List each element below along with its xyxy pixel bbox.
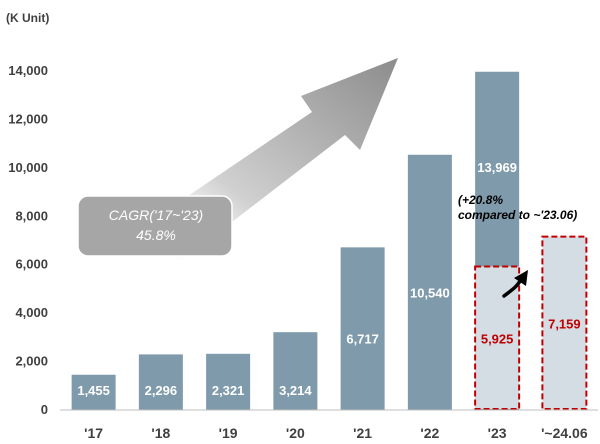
data-label: 6,717: [346, 332, 379, 347]
unit-label: (K Unit): [6, 11, 49, 25]
data-label: 1,455: [77, 383, 110, 398]
y-tick-label: 12,000: [8, 111, 48, 126]
bar: [71, 374, 116, 410]
data-label: 10,540: [410, 285, 450, 300]
growth-note-line1: (+20.8%: [458, 193, 503, 207]
data-label: 2,321: [212, 383, 245, 398]
partial-data-label: 5,925: [481, 331, 514, 346]
x-tick-label: '20: [286, 425, 305, 441]
bars: [71, 71, 588, 411]
x-tick-label: '19: [219, 425, 238, 441]
y-tick-label: 4,000: [15, 305, 48, 320]
y-tick-label: 8,000: [15, 208, 48, 223]
cagr-label: CAGR('17~'23): [109, 207, 203, 223]
y-axis: 0 2,000 4,000 6,000 8,000 10,000 12,000 14,000: [8, 63, 48, 417]
growth-note-line2: compared to ~'23.06): [458, 208, 577, 222]
y-tick-label: 14,000: [8, 63, 48, 78]
x-tick-label: '18: [151, 425, 170, 441]
x-tick-label: '21: [353, 425, 372, 441]
cagr-value: 45.8%: [136, 227, 176, 243]
x-tick-label: '23: [488, 425, 507, 441]
data-label: 7,159: [548, 316, 581, 331]
x-tick-label: '~24.06: [541, 425, 588, 441]
y-tick-label: 2,000: [15, 354, 48, 369]
data-label: 3,214: [279, 383, 312, 398]
y-tick-label: 0: [41, 402, 48, 417]
bar: [340, 247, 385, 410]
data-label: 2,296: [145, 383, 178, 398]
bar: [206, 353, 251, 410]
curved-arrow-head: [514, 270, 528, 286]
cagr-badge: [77, 195, 233, 257]
partial-year-bar: [541, 235, 588, 410]
x-tick-label: '17: [84, 425, 103, 441]
data-label: 13,969: [477, 160, 517, 175]
bar: [407, 154, 452, 410]
x-tick-label: '22: [420, 425, 439, 441]
y-tick-label: 6,000: [15, 257, 48, 272]
y-tick-label: 10,000: [8, 160, 48, 175]
x-axis: '17 '18 '19 '20 '21 '22 '23 '~24.06: [60, 409, 598, 441]
bar: [273, 332, 318, 410]
data-labels: 1,455 2,296 2,321 3,214 6,717 10,540 13,969 7,1…: [77, 160, 580, 398]
bar: [138, 354, 183, 410]
